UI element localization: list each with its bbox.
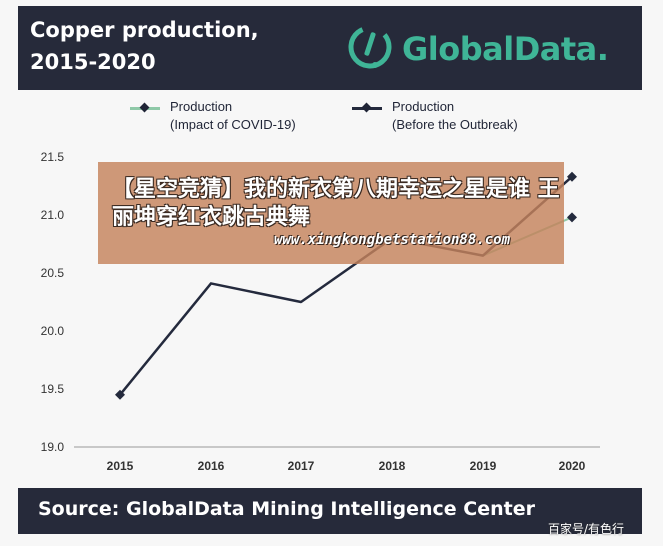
watermark-url: www.xingkongbetstation88.com — [274, 232, 511, 248]
y-tick-label: 21.0 — [41, 208, 65, 222]
data-point-marker — [567, 212, 577, 223]
watermark-headline: 【星空竞猜】我的新衣第八期幸运之星是谁 王丽坤穿红衣跳古典舞 — [112, 177, 560, 230]
y-tick-label: 20.5 — [41, 266, 65, 280]
legend-label-outbreak: Production (Before the Outbreak) — [392, 99, 518, 132]
credit-watermark: 百家号/有色行 — [548, 522, 625, 536]
legend-label-covid: Production (Impact of COVID-19) — [170, 99, 296, 132]
y-tick-label: 21.5 — [41, 150, 65, 164]
chart-legend: Production (Impact of COVID-19) Producti… — [130, 98, 600, 138]
y-tick-label: 19.5 — [41, 382, 65, 396]
x-tick-label: 2017 — [288, 459, 315, 473]
globaldata-logo-icon — [348, 25, 392, 69]
x-tick-label: 2020 — [559, 459, 586, 473]
brand-wordmark: GlobalData. — [402, 30, 609, 68]
brand-logo: GlobalData. — [344, 18, 644, 78]
chart-footer: Source: GlobalData Mining Intelligence C… — [18, 488, 642, 534]
x-tick-label: 2018 — [379, 459, 406, 473]
data-point-marker — [115, 389, 125, 400]
chart-header: Copper production, 2015-2020 GlobalData. — [18, 6, 642, 90]
data-point-marker — [567, 171, 577, 182]
line-chart: 19.0 19.5 20.0 20.5 21.0 21.5 2015 2016 2017 2018… — [41, 150, 600, 473]
legend-diamond-icon — [139, 102, 150, 113]
x-tick-label: 2016 — [198, 459, 225, 473]
source-text: Source: GlobalData Mining Intelligence C… — [38, 498, 535, 520]
y-tick-label: 19.0 — [41, 440, 65, 454]
chart-title: Copper production, 2015-2020 — [30, 18, 259, 74]
x-tick-label: 2015 — [107, 459, 134, 473]
x-tick-label: 2019 — [470, 459, 497, 473]
watermark-banner: 【星空竞猜】我的新衣第八期幸运之星是谁 王丽坤穿红衣跳古典舞 www.xingk… — [98, 162, 564, 264]
y-tick-label: 20.0 — [41, 324, 65, 338]
